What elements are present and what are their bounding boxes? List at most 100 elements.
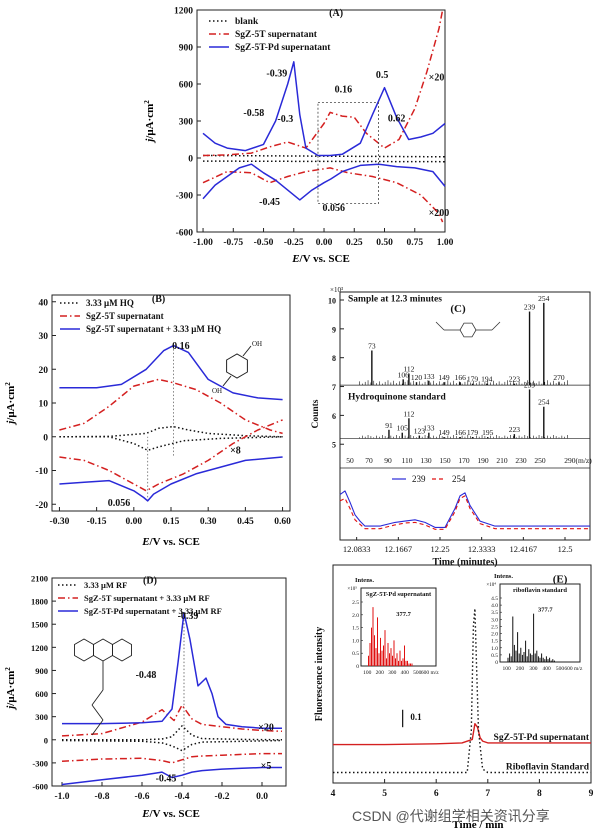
panel-a-series — [202, 160, 446, 163]
panel-e-series — [333, 723, 591, 746]
panel-e-inset-ytick-label: 1.0 — [491, 646, 498, 652]
panel-c-standard-peak-label: 149 — [438, 428, 450, 437]
hydroquinone-oh: OH — [252, 340, 262, 348]
panel-c-time-label: 12.3333 — [468, 544, 496, 554]
panel-e-inset-ytick-label: 0.5 — [352, 651, 359, 657]
riboflavin-structure — [74, 638, 132, 736]
panel-e-inset-ytick-label: 4.0 — [491, 603, 498, 609]
panel-a-xtick-label: -0.25 — [284, 238, 304, 248]
panel-a-annotation: 0.056 — [322, 203, 345, 214]
panel-c-ytick-label: 8 — [332, 354, 336, 363]
panel-c-standard-peak-label: 195 — [482, 428, 494, 437]
hydroquinone-bond — [222, 375, 232, 387]
panel-e-ylabel: Fluorescence intensity — [314, 627, 325, 722]
panel-e-inset-ytick-label: 1.5 — [352, 626, 359, 632]
panel-b-ylabel: j/μA·cm2 — [4, 382, 17, 426]
panel-a-ytick-label: -600 — [176, 229, 194, 239]
panel-b-ytick-label: -10 — [35, 467, 48, 477]
panel-c-time-label: 12.1667 — [385, 544, 413, 554]
hydroquinone-ring — [226, 353, 248, 379]
panel-d-legend-text: SgZ-5T supernatant + 3.33 μM RF — [84, 593, 210, 603]
panel-c-time-label: 12.5 — [558, 544, 573, 554]
panel-d-ytick-label: 1500 — [31, 620, 48, 630]
panel-e-inset-ytick-label: 3.0 — [491, 617, 498, 623]
panel-d-ylabel: j/μA·cm2 — [4, 667, 17, 711]
panel-e-inset-ytick-label: 2.5 — [491, 624, 498, 630]
panel-b-ytick-label: 0 — [43, 433, 48, 443]
panel-e-inset-xtick-label: 300 — [388, 670, 397, 676]
riboflavin-chain — [91, 719, 104, 736]
panel-b-annotation: (B) — [152, 294, 165, 305]
panel-b-legend-text: SgZ-5T supernatant + 3.33 μM HQ — [86, 324, 221, 334]
panel-c-mz-label: 230 — [515, 456, 527, 465]
panel-b-legend-text: SgZ-5T supernatant — [86, 311, 164, 321]
panel-b-ytick-label: -20 — [35, 501, 48, 511]
panel-a-legend-text: SgZ-5T-Pd supernatant — [235, 43, 331, 53]
panel-b-legend-text: 3.33 μM HQ — [86, 298, 134, 308]
panel-c-time-label: 12.25 — [430, 544, 449, 554]
panel-e-inset-title: SgZ-5T-Pd supernatant — [366, 591, 432, 598]
panel-e-xtick-label: 8 — [537, 789, 542, 799]
panel-e-inset-ytick-label: 1.0 — [352, 638, 359, 644]
panel-d-annotation: ×5 — [261, 761, 272, 772]
panel-d-xlabel: E/V vs. SCE — [141, 808, 200, 820]
panel-c-title-bottom: Hydroquinone standard — [348, 393, 446, 403]
panel-e-xtick-label: 7 — [485, 789, 490, 799]
sample-structure — [435, 321, 501, 338]
panel-b-ytick-label: 30 — [39, 332, 49, 342]
panel-d-series — [61, 752, 282, 764]
panel-c-time-label: 12.4167 — [510, 544, 538, 554]
panel-c-mz-label: 130 — [420, 456, 432, 465]
panel-c-ytick-label: 6 — [332, 412, 336, 421]
panel-c-standard-peak-label: 254 — [538, 398, 550, 407]
panel-a-ytick-label: 600 — [179, 81, 194, 91]
panel-d-series — [61, 766, 282, 786]
panel-c-mz-label: 290(m/z) — [564, 456, 592, 465]
panel-a-annotation: -0.39 — [266, 69, 287, 80]
panel-a-ytick-label: 0 — [188, 155, 193, 165]
panel-b-series — [59, 419, 283, 492]
panel-e-inset-yexp: ×10⁴ — [486, 582, 496, 588]
panel-c-standard-peak-label: 112 — [403, 409, 414, 418]
panel-e-series — [333, 607, 591, 774]
panel-e-inset-frame — [499, 583, 581, 663]
panel-c-sample-peak-label: 149 — [438, 373, 450, 382]
panel-a-annotation: 0.16 — [335, 85, 353, 96]
panel-c-ylabel: Counts — [311, 399, 321, 428]
panel-a-series — [202, 167, 444, 223]
panel-e-label: Riboflavin Standard — [506, 763, 590, 773]
panel-a-ytick-label: 300 — [179, 118, 194, 128]
panel-a-xtick-label: 1.00 — [437, 238, 454, 248]
panel-d-xtick-label: 0.0 — [256, 792, 268, 802]
panel-e-inset-xtick-label: 500 — [556, 666, 565, 672]
panel-d-ytick-label: 300 — [35, 712, 48, 722]
panel-e-inset-xtick-label: 200 — [376, 670, 385, 676]
panel-d-series — [62, 611, 282, 729]
panel-c-standard-peak-label: 239 — [524, 380, 536, 389]
panel-c-sample-peak-label: 106 — [398, 370, 410, 379]
panel-c-sample-peak-label: 179 — [467, 375, 479, 384]
panel-c-chrom-legend-text: 254 — [452, 474, 466, 484]
panel-c-sample-peak-label: 270 — [553, 373, 565, 382]
panel-b-ytick-label: 10 — [39, 400, 49, 410]
panel-c-standard-peak-label: 91 — [385, 421, 393, 430]
panel-b-xtick-label: 0.00 — [126, 517, 143, 527]
panel-c-xlabel: Time (minutes) — [432, 557, 497, 568]
panel-c-sample-peak-label: 133 — [423, 372, 435, 381]
panel-d-series — [61, 704, 283, 737]
panel-a-annotation: -0.58 — [243, 108, 264, 119]
panel-c-mz-label: 210 — [496, 456, 508, 465]
sample-bond — [491, 321, 501, 331]
panel-c-title-top: Sample at 12.3 minutes — [348, 294, 442, 304]
panel-c-chromatogram — [339, 490, 590, 528]
panel-e-inset-ytick-label: 0 — [495, 660, 498, 666]
riboflavin-chain — [91, 704, 104, 721]
panel-c-mz-label: 250 — [534, 456, 546, 465]
riboflavin-ring — [74, 638, 94, 662]
panel-d-annotation: -0.39 — [178, 611, 199, 622]
panel-c-mz-label: 110 — [402, 456, 413, 465]
panel-c-standard-peak-label: 179 — [467, 428, 479, 437]
hydroquinone-bond — [242, 345, 252, 357]
panel-b-xtick-label: 0.60 — [274, 517, 291, 527]
panel-d-xtick-label: -0.8 — [94, 792, 109, 802]
